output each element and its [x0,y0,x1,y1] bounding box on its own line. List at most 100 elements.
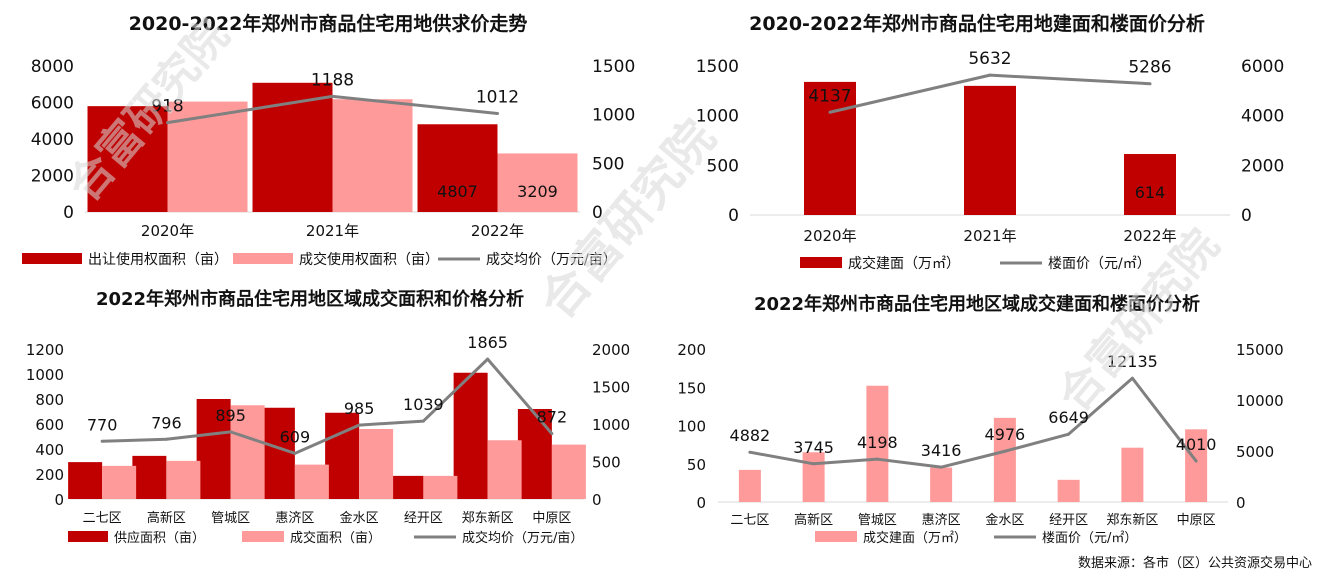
category-label: 高新区 [147,510,186,526]
legend-swatch [68,531,108,542]
line-point [229,430,233,434]
line-data-label: 6649 [1048,408,1089,427]
bar-primary [68,462,103,499]
y2-tick-label: 0 [1236,494,1246,512]
chart-floor-area-price: 2020-2022年郑州市商品住宅用地建面和楼面价分析 0 500 1000 1500 0… [696,12,1285,272]
line-data-label: 609 [280,427,311,446]
line-point [164,437,168,441]
category-label: 2021年 [963,227,1016,245]
category-label: 惠济区 [922,513,961,528]
line-point [748,450,752,454]
category-label: 中原区 [1177,513,1216,528]
line-data-label: 4198 [857,433,898,452]
bar-secondary [167,101,248,212]
y-tick-label: 1000 [26,366,64,384]
category-label: 高新区 [794,512,833,528]
chart-title: 2020-2022年郑州市商品住宅用地建面和楼面价分析 [749,12,1205,35]
category-label: 经开区 [1049,513,1088,528]
bar-primary [517,409,552,499]
bar-primary [252,82,333,212]
bar-primary [1057,479,1080,502]
line-series [102,357,554,455]
y2-tick-label: 5000 [1236,443,1274,461]
line-series [749,376,1198,469]
y-tick-label: 1000 [696,107,739,127]
legend-label: 成交均价（万元/亩） [486,251,617,268]
y-tick-label: 400 [35,441,64,459]
line-data-label: 1865 [467,333,508,352]
bar-data-label: 614 [1135,183,1166,202]
category-label: 管城区 [858,513,897,528]
y2-tick-label: 1500 [592,57,635,77]
line-point [988,73,992,77]
bar-primary [417,124,498,212]
chart-supply-demand-price: 2020-2022年郑州市商品住宅用地供求价走势 0 2000 4000 6000 800… [22,12,635,268]
line-point [1148,82,1152,86]
y2-tick-label: 10000 [1236,392,1284,410]
line-point [166,121,169,125]
line-point [875,457,879,461]
y-tick-label: 0 [696,494,706,512]
y-tick-label: 0 [63,203,74,223]
line-point [293,451,297,455]
legend-label: 供应面积（亩） [114,530,205,546]
y-tick-label: 6000 [31,94,74,114]
bar-primary [1185,429,1208,502]
y2-tick-label: 500 [592,154,624,174]
bar-primary [87,106,168,212]
category-label: 经开区 [404,511,443,526]
y-tick-label: 0 [54,491,64,509]
y-tick-label: 800 [35,391,64,409]
bar-secondary [423,475,458,499]
y-tick-label: 2000 [31,167,74,187]
y2-tick-label: 1500 [592,379,630,397]
line-point [1003,449,1007,453]
chart-title: 2020-2022年郑州市商品住宅用地供求价走势 [129,12,528,35]
line-data-label: 1039 [403,395,444,414]
legend-swatch [815,531,857,542]
category-label: 2022年 [1123,227,1176,245]
line-data-label: 4010 [1176,435,1217,454]
bar-primary [993,417,1016,502]
y2-tick-label: 500 [592,454,621,472]
bar-data-label: 4807 [437,182,478,201]
line-data-label: 5286 [1128,58,1171,78]
line-point [812,462,816,466]
line-point [939,465,943,469]
line-point [357,423,361,427]
bar-secondary [294,464,329,499]
bar-primary [804,81,856,215]
chart-district-area-price: 2022年郑州市商品住宅用地区域成交面积和价格分析 0 200 400 600 800 10… [26,288,630,546]
legend-label: 成交使用权面积（亩） [299,251,439,268]
bar-primary [132,455,167,499]
bar-secondary [102,465,137,499]
line-point [421,419,425,423]
y2-tick-label: 6000 [1241,57,1284,77]
category-label: 2022年 [471,222,524,240]
bar-secondary [332,99,413,212]
legend-swatch [800,257,842,268]
bar-primary [964,85,1016,215]
line-data-label: 12135 [1107,352,1158,371]
y2-tick-label: 2000 [1241,156,1284,176]
bar-primary [738,469,761,502]
line-point [496,111,499,115]
line-data-label: 1188 [311,70,354,90]
legend-label: 成交建面（万㎡） [848,255,960,272]
bar-secondary [497,153,578,212]
legend-swatch [22,253,82,264]
watermark-text: 合富研究院 [529,110,726,330]
y2-tick-label: 0 [1241,206,1252,226]
y2-tick-label: 0 [592,203,603,223]
bar-primary [1124,154,1176,215]
category-label: 金水区 [985,512,1024,528]
line-point [1067,432,1071,436]
line-data-label: 770 [87,415,118,434]
y-tick-label: 100 [677,418,706,436]
bar-secondary [551,444,586,499]
chart-title: 2022年郑州市商品住宅用地区域成交建面和楼面价分析 [754,293,1200,315]
line-data-label: 796 [151,413,182,432]
y-tick-label: 4000 [31,130,74,150]
line-point [1194,459,1198,463]
